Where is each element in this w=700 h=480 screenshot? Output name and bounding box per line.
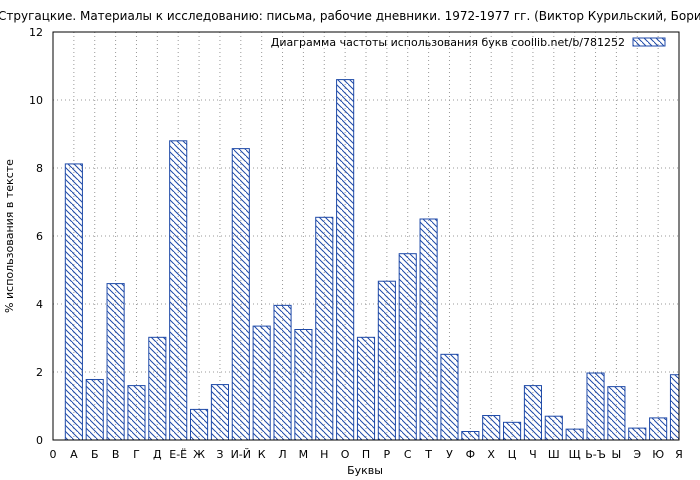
bar-У bbox=[440, 353, 459, 441]
x-tick-label: Я bbox=[675, 448, 683, 461]
x-tick-label: Д bbox=[153, 448, 162, 461]
bar-Т bbox=[419, 218, 438, 441]
y-tick-label: 6 bbox=[36, 230, 43, 243]
x-tick-label: М bbox=[299, 448, 309, 461]
bars bbox=[64, 79, 680, 441]
x-tick-label: Ь-Ъ bbox=[585, 448, 606, 461]
x-tick-label: Е-Ё bbox=[169, 448, 187, 461]
bar-Б bbox=[85, 378, 104, 441]
x-tick-label: Г bbox=[133, 448, 140, 461]
bar-О bbox=[336, 79, 355, 441]
bar-Ч bbox=[523, 385, 542, 441]
x-ticks: 0 А Б В Г Д Е-Ё Ж З И-Й К Л М Н О П Р С Т У Ф Х Ц Ч Ш Щ Ь-Ъ Ы Э Ю Я bbox=[50, 448, 683, 461]
bar-Ф bbox=[461, 431, 480, 441]
x-tick-label: 0 bbox=[50, 448, 57, 461]
bar-К bbox=[252, 325, 271, 441]
x-tick-label: Р bbox=[384, 448, 391, 461]
y-ticks: 0 2 4 6 8 10 12 bbox=[29, 26, 43, 447]
x-axis-label: Буквы bbox=[347, 464, 383, 477]
x-tick-label: Щ bbox=[569, 448, 581, 461]
bar-В bbox=[106, 283, 125, 441]
bar-С bbox=[398, 253, 417, 441]
x-tick-label: П bbox=[362, 448, 370, 461]
x-tick-label: Э bbox=[633, 448, 641, 461]
x-tick-label: Б bbox=[91, 448, 99, 461]
x-tick-label: У bbox=[446, 448, 453, 461]
y-tick-label: 4 bbox=[36, 298, 43, 311]
x-tick-label: Ы bbox=[612, 448, 622, 461]
bar-Г bbox=[127, 385, 146, 441]
bar-Ю bbox=[649, 417, 668, 441]
bar-И-Й bbox=[231, 148, 250, 441]
bar-Ц bbox=[503, 421, 522, 441]
y-tick-label: 12 bbox=[29, 26, 43, 39]
x-tick-label: Ж bbox=[193, 448, 205, 461]
x-tick-label: Н bbox=[320, 448, 328, 461]
bar-П bbox=[356, 336, 376, 441]
bar-Н bbox=[315, 216, 334, 441]
x-tick-label: Т bbox=[424, 448, 432, 461]
bar-Д bbox=[148, 336, 167, 441]
bar-Р bbox=[377, 280, 396, 441]
x-tick-label: Ш bbox=[548, 448, 560, 461]
x-tick-label: А bbox=[70, 448, 78, 461]
legend: Диаграмма частоты использования букв coo… bbox=[271, 36, 666, 49]
bar-Ь-Ъ bbox=[586, 372, 605, 441]
y-tick-label: 10 bbox=[29, 94, 43, 107]
y-tick-label: 0 bbox=[36, 434, 43, 447]
bar-Э bbox=[628, 427, 647, 441]
x-tick-label: Ю bbox=[652, 448, 664, 461]
x-tick-label: Л bbox=[278, 448, 286, 461]
y-axis-label: % использования в тексте bbox=[3, 159, 16, 313]
bar-М bbox=[294, 329, 313, 441]
bar-Ш bbox=[544, 415, 563, 441]
bar-Я bbox=[669, 374, 680, 441]
x-tick-label: Ц bbox=[508, 448, 517, 461]
x-tick-label: Ф bbox=[466, 448, 475, 461]
legend-label: Диаграмма частоты использования букв coo… bbox=[271, 36, 625, 49]
chart-title: Стругацкие. Материалы к исследованию: пи… bbox=[0, 9, 700, 23]
bar-Е-Ё bbox=[169, 140, 188, 441]
x-tick-label: И-Й bbox=[231, 448, 251, 461]
legend-swatch bbox=[632, 37, 666, 47]
x-tick-label: Х bbox=[487, 448, 495, 461]
x-tick-label: З bbox=[216, 448, 223, 461]
bar-Л bbox=[273, 304, 292, 441]
plot-frame bbox=[52, 31, 680, 441]
y-tick-label: 8 bbox=[36, 162, 43, 175]
x-tick-label: О bbox=[341, 448, 350, 461]
y-tick-label: 2 bbox=[36, 366, 43, 379]
x-tick-label: Ч bbox=[529, 448, 537, 461]
x-tick-label: К bbox=[258, 448, 266, 461]
x-tick-label: В bbox=[112, 448, 120, 461]
x-tick-label: С bbox=[404, 448, 412, 461]
bar-А bbox=[64, 163, 83, 441]
bar-З bbox=[210, 384, 229, 441]
bar-Ж bbox=[190, 408, 209, 441]
bar-Х bbox=[482, 415, 501, 441]
bar-Ы bbox=[607, 386, 626, 441]
bar-Щ bbox=[565, 428, 584, 441]
